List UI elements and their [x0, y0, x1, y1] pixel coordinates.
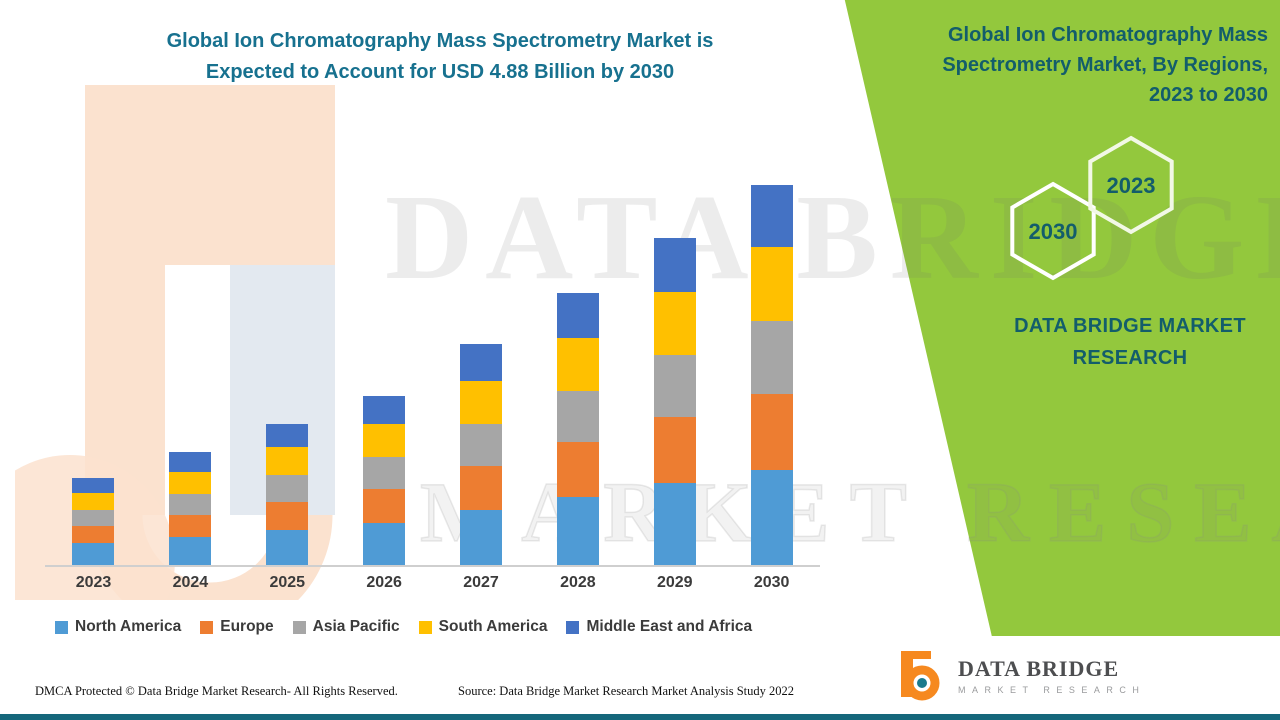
bar-2030 — [750, 185, 793, 565]
legend-swatch — [418, 620, 432, 634]
bar-segment-north-america — [556, 497, 599, 565]
legend-item-south-america: South America — [418, 618, 548, 636]
side-panel-title-line3: 2023 to 2030 — [1149, 84, 1268, 106]
legend-label: Middle East and Africa — [586, 618, 753, 635]
bar-segment-north-america — [653, 483, 696, 565]
bar-segment-middle-east-and-africa — [266, 424, 309, 447]
x-axis-label-2027: 2027 — [463, 574, 499, 591]
source-note: Source: Data Bridge Market Research Mark… — [458, 684, 795, 698]
bar-segment-asia-pacific — [750, 321, 793, 394]
brand-text: DATA BRIDGE MARKET RESEARCH — [975, 310, 1280, 374]
bar-segment-middle-east-and-africa — [72, 478, 115, 493]
legend-swatch — [566, 620, 580, 634]
bar-2029 — [653, 238, 696, 565]
bar-2027 — [459, 344, 502, 565]
bar-segment-middle-east-and-africa — [363, 396, 406, 424]
bar-segment-south-america — [363, 424, 406, 457]
bar-segment-europe — [169, 515, 212, 537]
x-axis-label-2026: 2026 — [366, 574, 402, 591]
bar-segment-north-america — [169, 537, 212, 565]
chart-title-line2: Expected to Account for USD 4.88 Billion… — [205, 61, 675, 83]
x-axis-label-2030: 2030 — [753, 574, 790, 591]
legend-swatch — [55, 620, 68, 634]
x-axis-line — [45, 565, 820, 567]
brand-logo-text: DATA BRIDGE MARKET RESEARCH — [958, 656, 1145, 695]
year-hexagons: 2030 2023 — [1010, 135, 1174, 281]
bar-2028 — [556, 293, 599, 565]
hexagon-2030-label: 2030 — [1029, 219, 1078, 244]
legend-label: North America — [75, 618, 182, 635]
bar-segment-europe — [653, 417, 696, 483]
bar-segment-europe — [459, 466, 502, 510]
bar-segment-europe — [363, 489, 406, 523]
bottom-accent-bar — [0, 714, 1280, 720]
brand-logo-wordmark: DATA BRIDGE — [958, 655, 1120, 681]
legend-swatch — [200, 620, 214, 634]
x-axis-label-2024: 2024 — [172, 574, 209, 591]
bar-segment-europe — [72, 526, 115, 543]
bar-segment-middle-east-and-africa — [556, 293, 599, 338]
bar-2026 — [363, 396, 406, 565]
brand-logo-icon — [901, 651, 940, 701]
bar-segment-asia-pacific — [266, 475, 309, 502]
bar-segment-south-america — [459, 381, 502, 424]
bar-segment-south-america — [653, 292, 696, 355]
chart-title-line1: Global Ion Chromatography Mass Spectrome… — [166, 30, 714, 52]
x-axis-label-2025: 2025 — [269, 574, 306, 591]
bar-segment-europe — [750, 394, 793, 470]
bar-segment-south-america — [72, 493, 115, 510]
bar-segment-asia-pacific — [72, 510, 115, 526]
x-axis-label-2029: 2029 — [656, 574, 693, 591]
legend-item-asia-pacific: Asia Pacific — [292, 618, 400, 636]
chart-legend: North America Europe Asia Pacific South Ame… — [55, 618, 752, 636]
bar-segment-north-america — [363, 523, 406, 565]
bar-segment-middle-east-and-africa — [653, 238, 696, 292]
bar-2024 — [169, 452, 212, 565]
bar-segment-north-america — [750, 470, 793, 565]
bar-segment-europe — [556, 442, 599, 497]
brand-logo-card: DATA BRIDGE MARKET RESEARCH — [860, 636, 1280, 714]
side-panel-title: Global Ion Chromatography Mass Spectrome… — [860, 20, 1268, 110]
bar-segment-north-america — [459, 510, 502, 565]
bar-segment-middle-east-and-africa — [459, 344, 502, 381]
bar-segment-asia-pacific — [556, 391, 599, 442]
bar-segment-south-america — [266, 447, 309, 475]
bar-segment-north-america — [266, 530, 309, 565]
brand-logo-subtext: MARKET RESEARCH — [958, 684, 1146, 695]
chart-title: Global Ion Chromatography Mass Spectrome… — [60, 26, 820, 88]
hexagon-2023-shape — [1088, 135, 1174, 235]
bar-segment-middle-east-and-africa — [750, 185, 793, 247]
bar-segment-europe — [266, 502, 309, 530]
side-panel-title-line2: Spectrometry Market, By Regions, — [942, 54, 1268, 76]
dmca-notice: DMCA Protected © Data Bridge Market Rese… — [35, 684, 398, 698]
bar-segment-asia-pacific — [169, 494, 212, 515]
hexagon-2030-shape — [1010, 181, 1096, 281]
bar-segment-asia-pacific — [459, 424, 502, 466]
brand-text-line2: RESEARCH — [1072, 347, 1188, 369]
side-panel-title-line1: Global Ion Chromatography Mass — [947, 24, 1268, 46]
bar-segment-south-america — [750, 247, 793, 321]
legend-item-europe: Europe — [200, 618, 274, 636]
legend-label: Asia Pacific — [312, 618, 400, 635]
bar-segment-asia-pacific — [653, 355, 696, 417]
bar-segment-asia-pacific — [363, 457, 406, 489]
x-axis-label-2028: 2028 — [560, 574, 596, 591]
legend-label: Europe — [220, 618, 274, 635]
bar-segment-south-america — [556, 338, 599, 391]
bar-2023 — [72, 478, 115, 565]
legend-label: South America — [438, 618, 548, 635]
chart-plot — [45, 150, 820, 565]
legend-item-north-america: North America — [55, 618, 181, 636]
bar-2025 — [266, 424, 309, 565]
hexagon-2023-label: 2023 — [1107, 173, 1156, 198]
x-axis-label-2023: 2023 — [75, 574, 112, 591]
bar-segment-north-america — [72, 543, 115, 565]
x-axis-labels: 2023 2024 2025 2026 2027 2028 2029 2030 — [45, 574, 820, 596]
legend-item-middle-east-and-africa: Middle East and Africa — [566, 618, 752, 636]
brand-text-line1: DATA BRIDGE MARKET — [1014, 315, 1246, 337]
bar-segment-middle-east-and-africa — [169, 452, 212, 472]
legend-swatch — [292, 620, 306, 634]
bar-segment-south-america — [169, 472, 212, 494]
